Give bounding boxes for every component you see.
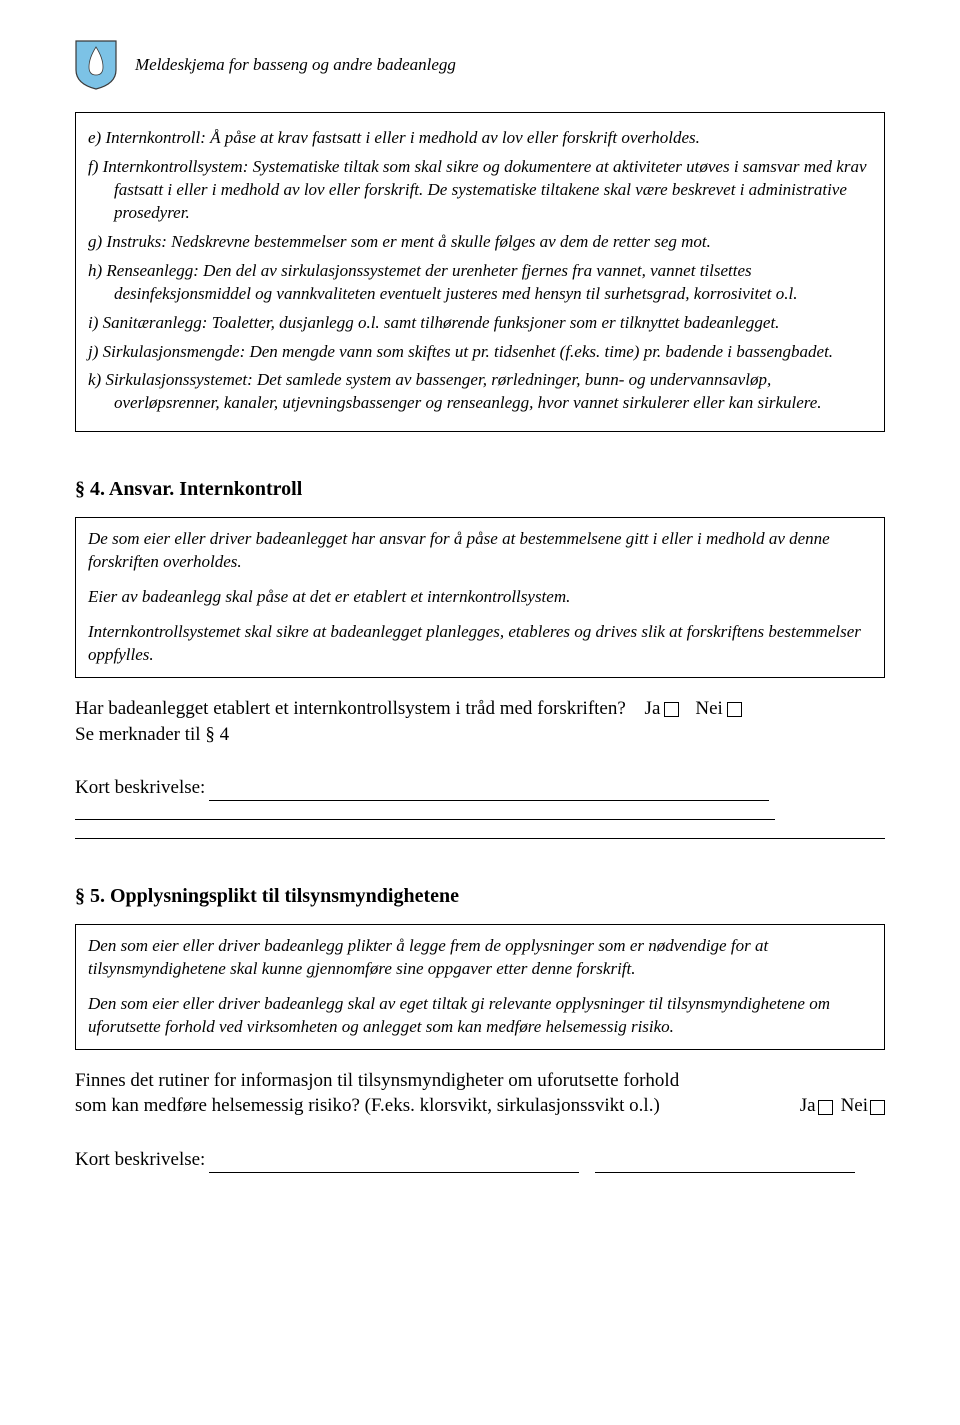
- def-h: h) Renseanlegg: Den del av sirkulasjonss…: [88, 260, 872, 306]
- shield-icon: [75, 40, 117, 90]
- section4-desc-block: Kort beskrivelse:: [75, 775, 885, 839]
- nei-option[interactable]: Nei: [695, 696, 741, 722]
- nei-checkbox-5[interactable]: [870, 1100, 885, 1115]
- ja-label-5: Ja: [800, 1093, 816, 1119]
- def-g: g) Instruks: Nedskrevne bestemmelser som…: [88, 231, 872, 254]
- def-k: k) Sirkulasjonssystemet: Det samlede sys…: [88, 369, 872, 415]
- desc5-line-1a[interactable]: [209, 1152, 579, 1173]
- section5-desc-block: Kort beskrivelse:: [75, 1147, 885, 1173]
- definitions-box: e) Internkontroll: Å påse at krav fastsa…: [75, 112, 885, 432]
- desc-line-2[interactable]: [75, 819, 775, 820]
- def-i: i) Sanitæranlegg: Toaletter, dusjanlegg …: [88, 312, 872, 335]
- section4-question: Har badeanlegget etablert et internkontr…: [75, 698, 626, 719]
- section5-box: Den som eier eller driver badeanlegg pli…: [75, 924, 885, 1050]
- ja-option[interactable]: Ja: [645, 696, 680, 722]
- section5-q-line2: som kan medføre helsemessig risiko? (F.e…: [75, 1093, 660, 1119]
- desc-line-3[interactable]: [75, 838, 885, 839]
- desc-line-1[interactable]: [209, 780, 769, 801]
- page-header: Meldeskjema for basseng og andre badeanl…: [75, 40, 885, 90]
- section5-desc-label: Kort beskrivelse:: [75, 1147, 205, 1173]
- page-title: Meldeskjema for basseng og andre badeanl…: [135, 54, 456, 77]
- ja-label: Ja: [645, 696, 661, 722]
- nei-label-5: Nei: [841, 1093, 868, 1119]
- def-f: f) Internkontrollsystem: Systematiske ti…: [88, 156, 872, 225]
- def-j: j) Sirkulasjonsmengde: Den mengde vann s…: [88, 341, 872, 364]
- nei-checkbox[interactable]: [727, 702, 742, 717]
- section4-p1: De som eier eller driver badeanlegget ha…: [88, 528, 872, 574]
- ja-checkbox-5[interactable]: [818, 1100, 833, 1115]
- section5-q-line1: Finnes det rutiner for informasjon til t…: [75, 1068, 885, 1094]
- ja-option-5[interactable]: Ja: [800, 1093, 833, 1119]
- section4-desc-label: Kort beskrivelse:: [75, 775, 205, 801]
- section5-p2: Den som eier eller driver badeanlegg ska…: [88, 993, 872, 1039]
- ja-checkbox[interactable]: [664, 702, 679, 717]
- nei-label: Nei: [695, 696, 722, 722]
- section4-box: De som eier eller driver badeanlegget ha…: [75, 517, 885, 678]
- section5-heading: § 5. Opplysningsplikt til tilsynsmyndigh…: [75, 883, 885, 910]
- section4-p2: Eier av badeanlegg skal påse at det er e…: [88, 586, 872, 609]
- section4-p3: Internkontrollsystemet skal sikre at bad…: [88, 621, 872, 667]
- section5-p1: Den som eier eller driver badeanlegg pli…: [88, 935, 872, 981]
- section4-question-block: Har badeanlegget etablert et internkontr…: [75, 696, 885, 747]
- section5-q-line2-row: som kan medføre helsemessig risiko? (F.e…: [75, 1093, 885, 1119]
- nei-option-5[interactable]: Nei: [841, 1093, 885, 1119]
- def-e: e) Internkontroll: Å påse at krav fastsa…: [88, 127, 872, 150]
- section4-see-note: Se merknader til § 4: [75, 722, 885, 748]
- section4-heading: § 4. Ansvar. Internkontroll: [75, 476, 885, 503]
- desc5-line-1b[interactable]: [595, 1152, 855, 1173]
